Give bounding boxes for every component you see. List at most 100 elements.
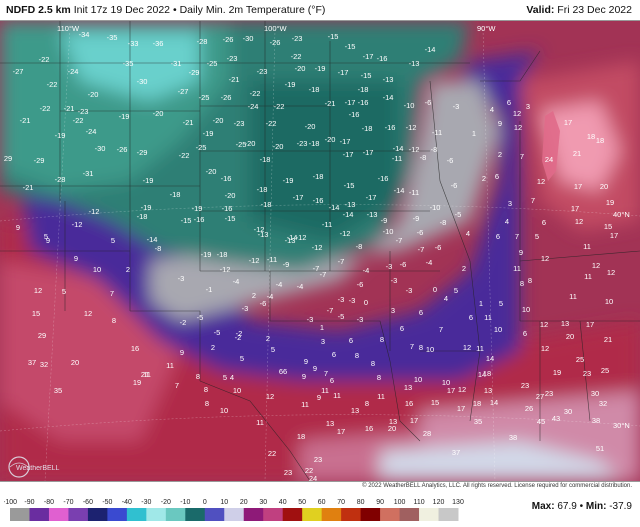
temperature-value: -20 [305, 122, 316, 131]
temperature-value: 1 [472, 129, 476, 138]
temperature-value: -36 [153, 39, 164, 48]
colorbar-tick-label: 10 [220, 499, 228, 506]
temperature-value: -4 [233, 277, 240, 286]
colorbar-swatch [419, 508, 440, 521]
temperature-value: -26 [221, 93, 232, 102]
temperature-value: 6 [507, 98, 511, 107]
logo-text: WeatherBELL [16, 465, 60, 472]
temperature-value: -35 [107, 33, 118, 42]
temperature-value: 10 [220, 406, 228, 415]
colorbar-tick-label: 30 [259, 499, 267, 506]
temperature-value: -29 [137, 148, 148, 157]
colorbar-tick-label: 20 [240, 499, 248, 506]
temperature-value: -8 [155, 244, 162, 253]
temperature-value: 13 [561, 319, 569, 328]
temperature-value: -15 [225, 214, 236, 223]
temperature-value: 21 [604, 335, 612, 344]
temperature-value: 32 [40, 360, 48, 369]
temperature-value: 26 [525, 404, 533, 413]
temperature-value: 10 [93, 265, 101, 274]
temperature-value: -34 [79, 30, 90, 39]
temperature-value: -3 [406, 286, 413, 295]
temperature-value: -16 [221, 174, 232, 183]
temperature-value: 12 [513, 109, 521, 118]
temperature-value: -8 [356, 242, 363, 251]
temperature-value: -30 [137, 77, 148, 86]
max-min-dot: • [579, 501, 584, 512]
temperature-value: 8 [112, 316, 116, 325]
temperature-value: -3 [349, 296, 356, 305]
temperature-value: 29 [4, 154, 12, 163]
colorbar-tick-label: 80 [357, 499, 365, 506]
temperature-value: -18 [170, 190, 181, 199]
temperature-value: -8 [420, 153, 427, 162]
temperature-value: -13 [367, 210, 378, 219]
temperature-value: 14 [478, 370, 486, 379]
temperature-value: -4 [276, 280, 283, 289]
temperature-value: -3 [307, 315, 314, 324]
colorbar-tick-label: 110 [413, 499, 424, 506]
temperature-value: 16 [131, 344, 139, 353]
temperature-value: 15 [431, 398, 439, 407]
temperature-value: -16 [349, 110, 360, 119]
min-label: Min: [585, 501, 607, 512]
temperature-value: 35 [474, 417, 482, 426]
temperature-value: -22 [73, 116, 84, 125]
temperature-value: -19 [315, 64, 326, 73]
title-left: NDFD 2.5 km Init 17z 19 Dec 2022 • Daily… [6, 4, 325, 16]
temperature-value: 17 [610, 231, 618, 240]
temperature-value: -5 [197, 313, 204, 322]
temperature-value: 8 [520, 279, 524, 288]
temperature-value: 15 [604, 222, 612, 231]
temperature-value: -24 [68, 67, 79, 76]
temperature-value: 12 [84, 309, 92, 318]
logo-swoosh [9, 462, 29, 468]
temperature-value: -23 [292, 34, 303, 43]
temperature-value: -25 [199, 93, 210, 102]
temperature-value: -3 [386, 262, 393, 271]
temperature-value: 9 [498, 119, 502, 128]
temperature-value: 6 [496, 232, 500, 241]
valid-label: Valid: [526, 4, 555, 16]
temperature-value: -19 [143, 176, 154, 185]
temperature-value: -15 [361, 71, 372, 80]
temperature-value: -10 [383, 227, 394, 236]
colorbar-ticks: -100 -90 -80 -70 -60 -50 -40 -30 -20 -10 0 10 20 30 40… [4, 499, 464, 506]
temperature-value: -20 [325, 135, 336, 144]
temperature-value: -12 [312, 243, 323, 252]
temperature-value: 5 [271, 345, 275, 354]
temperature-value: 10 [494, 325, 502, 334]
temperature-value: -17 [345, 98, 356, 107]
temperature-value: 10 [605, 297, 613, 306]
temperature-value: 17 [457, 404, 465, 413]
temperature-value: 8 [377, 373, 381, 382]
temperature-value: 23 [521, 381, 529, 390]
title-separator: • [172, 4, 177, 16]
temperature-value: -19 [141, 203, 152, 212]
temperature-value: -20 [153, 109, 164, 118]
temperature-value: 12 [458, 385, 466, 394]
colorbar-swatch [438, 508, 459, 521]
temperature-value: -3 [391, 276, 398, 285]
init-time: Init 17z 19 Dec 2022 [73, 4, 171, 16]
colorbar-swatch [10, 508, 30, 521]
colorbar-swatch [165, 508, 186, 521]
graticule [0, 28, 640, 481]
temperature-value: -16 [385, 123, 396, 132]
temperature-value: -17 [366, 193, 377, 202]
temperature-value: -6 [260, 299, 267, 308]
temperature-map: 110°W 100°W 90°W 40°N 30°N -34 -35-33 -36-… [0, 21, 640, 481]
temperature-value: 6 [330, 376, 334, 385]
temperature-value: 11 [583, 242, 591, 251]
temperature-value: -10 [404, 101, 415, 110]
temperature-value: 9 [317, 393, 321, 402]
temperature-value: 18 [596, 136, 604, 145]
state-borders [0, 21, 640, 481]
temperature-value: 11 [256, 418, 264, 427]
temperature-value: -18 [309, 85, 320, 94]
colorbar-tick-label: 50 [298, 499, 306, 506]
temperature-value: 20 [600, 182, 608, 191]
temperature-value: 66 [279, 367, 287, 376]
temperature-value: -6 [425, 98, 432, 107]
